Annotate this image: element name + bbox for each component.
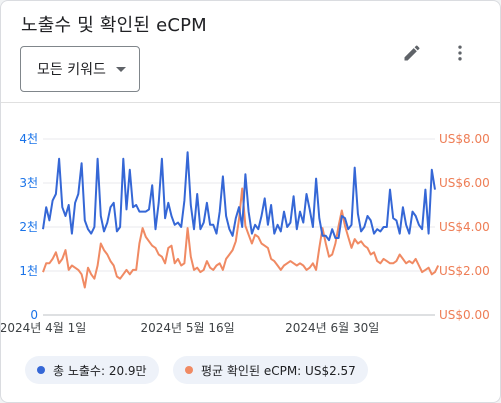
- x-tick-label: 2024년 5월 16일: [140, 321, 234, 335]
- impressions-series-line: [42, 151, 436, 242]
- edit-button[interactable]: [396, 37, 428, 69]
- line-chart: 0 US$0.00 1천 US$2.00 2천 US$4.00 3천 US$6.00 4천 US$…: [1, 131, 490, 335]
- y-tick-label-right: US$0.00: [439, 308, 490, 322]
- ecpm-series-line: [42, 187, 440, 289]
- keyword-filter-dropdown[interactable]: 모든 키워드: [20, 46, 140, 92]
- y-tick-label-left: 1천: [19, 263, 38, 278]
- more-vert-icon: [458, 45, 462, 61]
- legend-ecpm-label: 평균 확인된 eCPM: US$2.57: [201, 363, 356, 378]
- y-tick-label-right: US$8.00: [439, 132, 490, 146]
- y-tick-label-left: 2천: [19, 219, 38, 234]
- y-tick-label-right: US$2.00: [439, 264, 490, 278]
- y-tick-label-left: 3천: [19, 175, 38, 190]
- x-tick-label: 2024년 6월 30일: [285, 321, 379, 335]
- ecpm-legend-dot: [185, 366, 193, 374]
- header-divider: [1, 102, 500, 103]
- dropdown-label: 모든 키워드: [37, 62, 106, 78]
- dropdown-arrow-icon: [115, 66, 126, 72]
- pencil-icon: [404, 45, 420, 61]
- y-tick-label-right: US$4.00: [439, 220, 490, 234]
- y-tick-label-right: US$6.00: [439, 176, 490, 190]
- x-tick-label: 2024년 4월 1일: [1, 321, 86, 335]
- y-tick-label-left: 0: [30, 308, 38, 322]
- impressions-legend-dot: [37, 366, 45, 374]
- y-tick-label-left: 4천: [19, 131, 38, 146]
- legend-impressions[interactable]: 총 노출수: 20.9만: [25, 356, 159, 384]
- more-options-button[interactable]: [444, 37, 476, 69]
- legend-ecpm[interactable]: 평균 확인된 eCPM: US$2.57: [173, 356, 368, 384]
- card-title: 노출수 및 확인된 eCPM: [21, 15, 207, 36]
- legend-impressions-label: 총 노출수: 20.9만: [53, 363, 147, 378]
